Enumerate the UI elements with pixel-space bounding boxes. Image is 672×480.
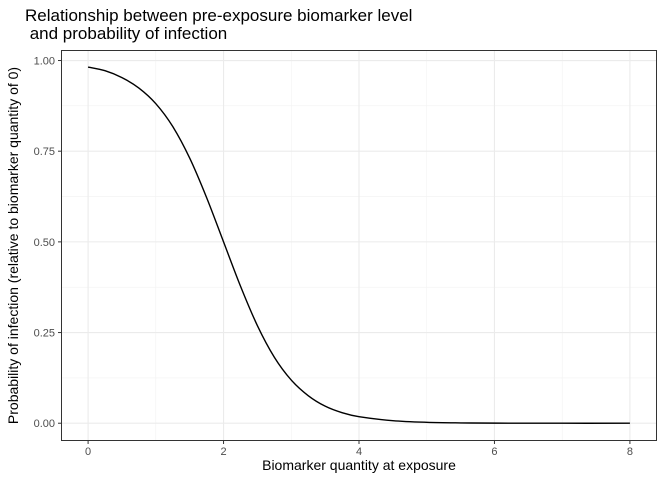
plot-border (61, 50, 657, 441)
x-tick-label: 0 (85, 446, 91, 458)
y-tick-label: 0.75 (34, 146, 55, 158)
y-tick-label: 0.50 (34, 237, 55, 249)
y-axis: 0.00 0.25 0.50 0.75 1.00 (34, 56, 61, 430)
y-tick-label: 0.00 (34, 418, 55, 430)
x-tick-label: 8 (627, 446, 633, 458)
x-axis-title: Biomarker quantity at exposure (262, 457, 456, 473)
series-layer (87, 66, 630, 424)
grid-major (61, 50, 657, 441)
x-tick-label: 6 (491, 446, 497, 458)
x-tick-label: 4 (356, 446, 362, 458)
y-tick-label: 1.00 (34, 56, 55, 68)
chart-title-line-2: and probability of infection (25, 24, 227, 43)
chart-title-line-1: Relationship between pre-exposure biomar… (25, 6, 412, 25)
chart-title: Relationship between pre-exposure biomar… (25, 6, 412, 43)
y-axis-title: Probability of infection (relative to bi… (5, 67, 21, 424)
x-axis: 0 2 4 6 8 (85, 441, 633, 458)
x-tick-label: 2 (220, 446, 226, 458)
series-line-0 (87, 66, 630, 424)
y-tick-label: 0.25 (34, 328, 55, 340)
